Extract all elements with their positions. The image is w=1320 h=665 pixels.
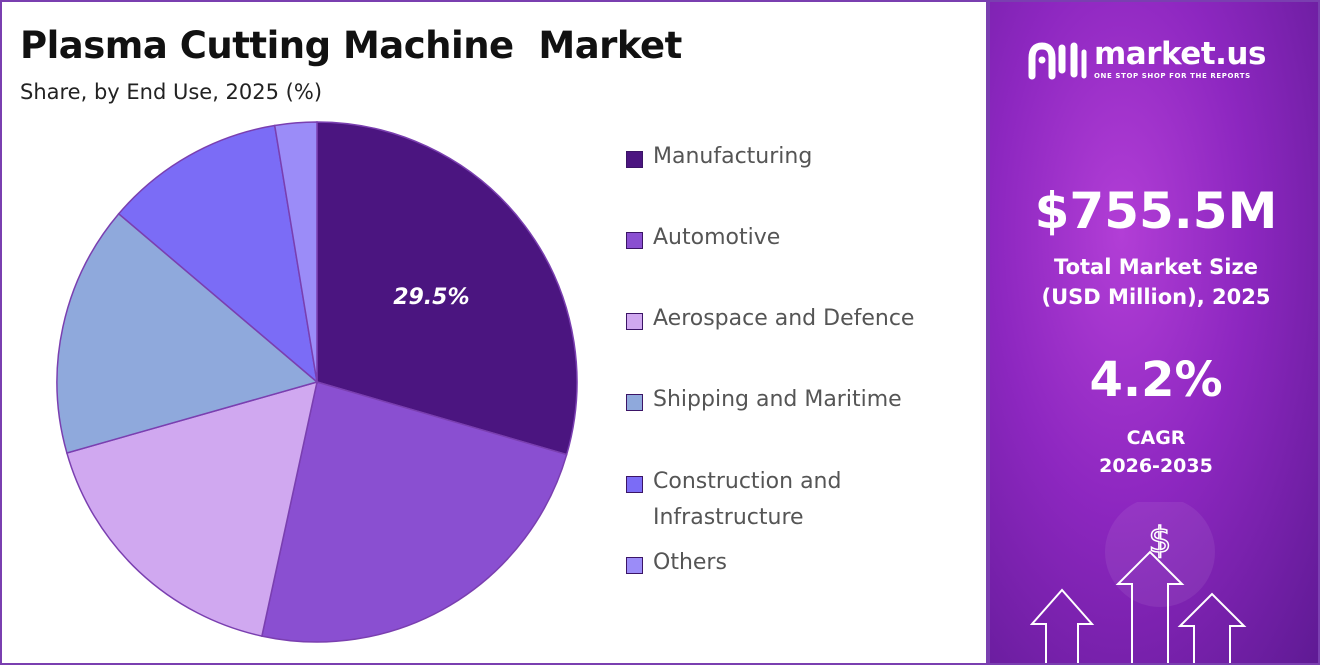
brand-tagline: ONE STOP SHOP FOR THE REPORTS	[1094, 72, 1251, 80]
arrow-up-icon	[1177, 592, 1247, 663]
legend-swatch	[626, 313, 643, 330]
chart-subtitle: Share, by End Use, 2025 (%)	[20, 80, 323, 104]
brand-name: market.us	[1094, 36, 1266, 72]
legend-item: Others	[626, 550, 973, 581]
legend-label: Manufacturing	[653, 144, 813, 169]
pie-slice-construction-and-infrastructure	[117, 124, 319, 384]
legend-label: Automotive	[653, 225, 781, 250]
market-size-label-line1: Total Market Size	[1054, 255, 1258, 279]
legend-swatch	[626, 476, 643, 493]
market-size-value: $755.5M	[1034, 182, 1278, 240]
cagr-label: CAGR 2026-2035	[990, 424, 1318, 480]
summary-panel: market.us ONE STOP SHOP FOR THE REPORTS …	[988, 0, 1320, 665]
legend-label: Aerospace and Defence	[653, 306, 915, 331]
legend-label: Shipping and Maritime	[653, 387, 902, 412]
legend-item: Shipping and Maritime	[626, 387, 973, 418]
cagr-label-line1: CAGR	[1126, 427, 1186, 449]
legend-swatch	[626, 394, 643, 411]
legend-item: Aerospace and Defence	[626, 306, 973, 337]
pie-slice-others	[273, 121, 318, 383]
decor-circle	[1105, 502, 1215, 607]
legend-item: Manufacturing	[626, 144, 973, 175]
cagr-label-line2: 2026-2035	[1099, 455, 1213, 477]
arrow-up-icon	[1115, 550, 1185, 663]
legend-label: Others	[653, 550, 727, 575]
market-size-label-line2: (USD Million), 2025	[1041, 285, 1271, 309]
legend-item: Construction and Infrastructure	[626, 469, 973, 536]
growth-decoration: $	[1030, 502, 1247, 663]
pie-slice-aerospace-and-defence	[65, 380, 318, 637]
market-us-logo-icon	[1028, 42, 1087, 80]
pie-slice-shipping-and-maritime	[56, 212, 319, 454]
legend-item: Automotive	[626, 225, 973, 256]
chart-panel: Plasma Cutting Machine Market Share, by …	[0, 0, 988, 665]
pie-slice-automotive	[260, 381, 568, 643]
legend-swatch	[626, 232, 643, 249]
brand: market.us ONE STOP SHOP FOR THE REPORTS	[1026, 36, 1266, 82]
page-title: Plasma Cutting Machine Market	[20, 24, 682, 67]
cagr-value: 4.2%	[1089, 352, 1223, 408]
legend-swatch	[626, 151, 643, 168]
legend-label: Construction and Infrastructure	[653, 469, 842, 530]
arrow-up-icon	[1030, 588, 1095, 663]
pie-slice-manufacturing	[316, 121, 578, 456]
market-size-label: Total Market Size (USD Million), 2025	[990, 252, 1318, 312]
pie-chart: 29.5%	[56, 121, 578, 643]
legend-swatch	[626, 557, 643, 574]
chart-legend: Manufacturing Automotive Aerospace and Def…	[626, 2, 976, 665]
slice-data-label: 29.5%	[393, 285, 469, 310]
